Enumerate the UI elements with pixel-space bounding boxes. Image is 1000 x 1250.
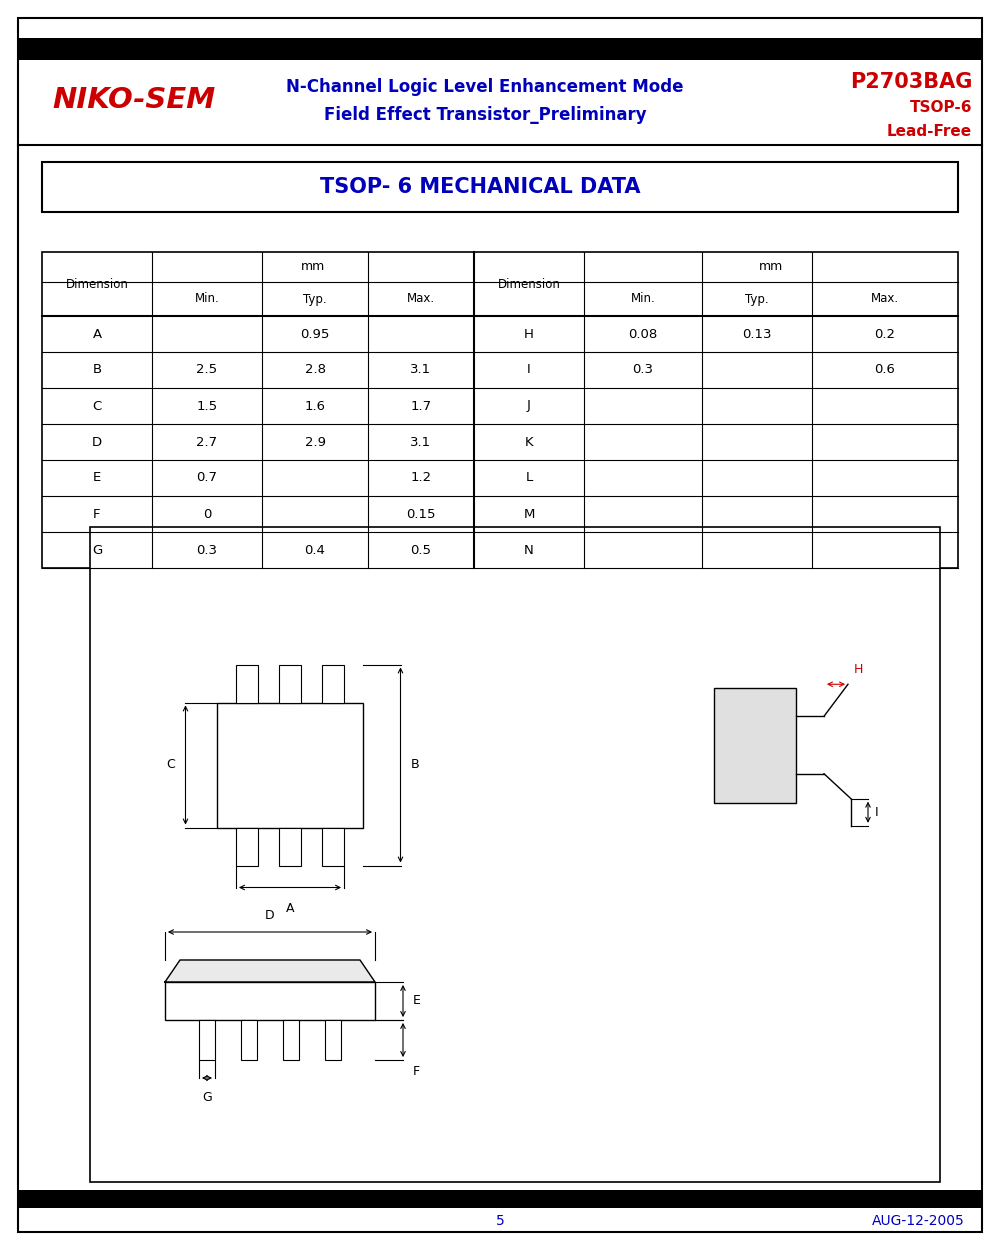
Bar bbox=[199, 1020, 215, 1060]
Text: N: N bbox=[524, 544, 534, 556]
Text: F: F bbox=[413, 1065, 420, 1078]
Text: 0.95: 0.95 bbox=[300, 328, 330, 340]
Text: 1.6: 1.6 bbox=[305, 400, 326, 412]
Text: D: D bbox=[265, 909, 275, 922]
Text: I: I bbox=[875, 806, 879, 819]
Text: 0.08: 0.08 bbox=[628, 328, 658, 340]
Text: 0.13: 0.13 bbox=[742, 328, 772, 340]
Text: Lead-Free: Lead-Free bbox=[887, 125, 972, 140]
Text: NIKO-SEM: NIKO-SEM bbox=[52, 86, 215, 114]
Text: TSOP- 6 MECHANICAL DATA: TSOP- 6 MECHANICAL DATA bbox=[320, 177, 640, 198]
Bar bbox=[165, 982, 375, 1020]
Bar bbox=[18, 38, 982, 60]
Text: 2.9: 2.9 bbox=[305, 435, 326, 449]
Text: mm: mm bbox=[759, 260, 783, 274]
Text: F: F bbox=[93, 508, 101, 520]
Text: E: E bbox=[93, 471, 101, 485]
Text: H: H bbox=[524, 328, 534, 340]
Bar bbox=[236, 828, 258, 865]
Text: 0.4: 0.4 bbox=[305, 544, 325, 556]
Text: 1.5: 1.5 bbox=[196, 400, 218, 412]
Text: E: E bbox=[413, 995, 421, 1008]
Bar bbox=[241, 1020, 257, 1060]
Text: L: L bbox=[525, 471, 533, 485]
Text: AUG-12-2005: AUG-12-2005 bbox=[872, 1214, 965, 1228]
Text: M: M bbox=[523, 508, 535, 520]
Bar bbox=[90, 528, 940, 1182]
Text: 0.3: 0.3 bbox=[633, 364, 654, 376]
Text: mm: mm bbox=[301, 260, 325, 274]
Text: D: D bbox=[92, 435, 102, 449]
Text: N-Channel Logic Level Enhancement Mode: N-Channel Logic Level Enhancement Mode bbox=[286, 78, 684, 96]
Text: A: A bbox=[286, 901, 294, 915]
Text: TSOP-6: TSOP-6 bbox=[910, 100, 972, 115]
Text: 3.1: 3.1 bbox=[410, 364, 432, 376]
Text: 0.6: 0.6 bbox=[875, 364, 895, 376]
Text: B: B bbox=[92, 364, 102, 376]
Bar bbox=[42, 253, 958, 568]
Text: 0.5: 0.5 bbox=[411, 544, 432, 556]
Text: Field Effect Transistor_Preliminary: Field Effect Transistor_Preliminary bbox=[324, 106, 646, 124]
Bar bbox=[283, 1020, 299, 1060]
Text: 0: 0 bbox=[203, 508, 211, 520]
Text: K: K bbox=[525, 435, 533, 449]
Bar bbox=[322, 665, 344, 702]
Bar bbox=[279, 828, 301, 865]
Bar bbox=[279, 665, 301, 702]
Text: C: C bbox=[92, 400, 102, 412]
Text: 5: 5 bbox=[496, 1214, 504, 1228]
Text: B: B bbox=[410, 759, 419, 771]
Bar bbox=[236, 665, 258, 702]
Bar bbox=[322, 828, 344, 865]
Text: 1.2: 1.2 bbox=[410, 471, 432, 485]
Polygon shape bbox=[165, 960, 375, 982]
Text: Max.: Max. bbox=[871, 292, 899, 305]
Text: Min.: Min. bbox=[631, 292, 655, 305]
Text: Dimension: Dimension bbox=[66, 278, 128, 290]
Bar bbox=[42, 162, 958, 212]
Text: 0.7: 0.7 bbox=[197, 471, 218, 485]
Text: A: A bbox=[92, 328, 102, 340]
Bar bbox=[18, 1190, 982, 1208]
Text: G: G bbox=[202, 1091, 212, 1104]
Text: 0.2: 0.2 bbox=[874, 328, 896, 340]
Text: 3.1: 3.1 bbox=[410, 435, 432, 449]
Text: H: H bbox=[854, 664, 863, 676]
Bar bbox=[714, 688, 796, 802]
Text: Typ.: Typ. bbox=[303, 292, 327, 305]
Text: 2.5: 2.5 bbox=[196, 364, 218, 376]
Text: Dimension: Dimension bbox=[498, 278, 560, 290]
Text: C: C bbox=[167, 759, 175, 771]
Text: 0.3: 0.3 bbox=[197, 544, 218, 556]
Bar bbox=[217, 703, 362, 828]
Bar bbox=[325, 1020, 341, 1060]
Text: P2703BAG: P2703BAG bbox=[850, 72, 972, 92]
Text: 1.7: 1.7 bbox=[410, 400, 432, 412]
Text: Min.: Min. bbox=[195, 292, 219, 305]
Text: Typ.: Typ. bbox=[745, 292, 769, 305]
Text: 2.7: 2.7 bbox=[196, 435, 218, 449]
Text: I: I bbox=[527, 364, 531, 376]
Text: J: J bbox=[527, 400, 531, 412]
Text: 2.8: 2.8 bbox=[305, 364, 326, 376]
Text: Max.: Max. bbox=[407, 292, 435, 305]
Text: G: G bbox=[92, 544, 102, 556]
Text: 0.15: 0.15 bbox=[406, 508, 436, 520]
